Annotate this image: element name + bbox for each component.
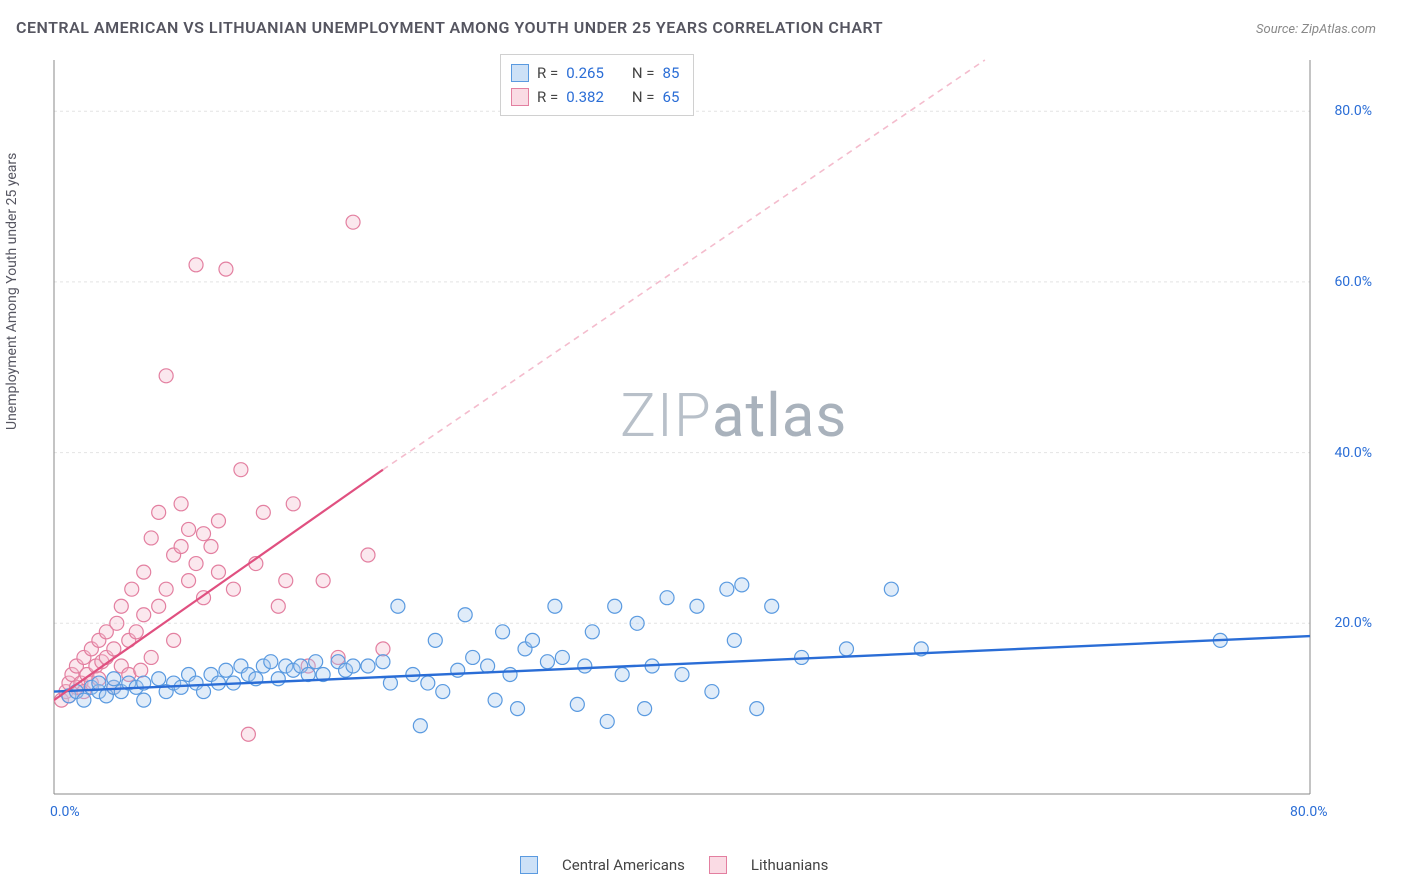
x-axis-max-label: 80.0% <box>1290 804 1328 820</box>
y-tick-label: 80.0% <box>1334 103 1372 119</box>
swatch-series1 <box>520 856 538 874</box>
y-tick-label: 40.0% <box>1334 445 1372 461</box>
n-value: 65 <box>663 85 680 109</box>
n-value: 85 <box>663 61 680 85</box>
r-value: 0.382 <box>566 85 604 109</box>
stats-row-series2: R = 0.382 N = 65 <box>511 85 679 109</box>
swatch-series2 <box>709 856 727 874</box>
stats-row-series1: R = 0.265 N = 85 <box>511 61 679 85</box>
r-label: R = <box>537 61 558 85</box>
r-value: 0.265 <box>566 61 604 85</box>
correlation-stats-box: R = 0.265 N = 85 R = 0.382 N = 65 <box>500 54 694 116</box>
y-tick-label: 60.0% <box>1334 274 1372 290</box>
x-axis-zero-label: 0.0% <box>50 804 80 820</box>
chart-title: CENTRAL AMERICAN VS LITHUANIAN UNEMPLOYM… <box>16 18 883 37</box>
n-label: N = <box>632 85 655 109</box>
y-axis-label: Unemployment Among Youth under 25 years <box>4 153 20 430</box>
n-label: N = <box>632 61 655 85</box>
footer-legend: Central Americans Lithuanians <box>520 856 828 874</box>
legend-label-series1: Central Americans <box>562 856 685 874</box>
swatch-series2 <box>511 88 529 106</box>
legend-label-series2: Lithuanians <box>751 856 828 874</box>
chart-plot-area <box>50 52 1360 810</box>
source-credit: Source: ZipAtlas.com <box>1256 22 1376 37</box>
r-label: R = <box>537 85 558 109</box>
y-tick-label: 20.0% <box>1334 615 1372 631</box>
swatch-series1 <box>511 64 529 82</box>
scatter-chart-svg <box>50 52 1360 810</box>
